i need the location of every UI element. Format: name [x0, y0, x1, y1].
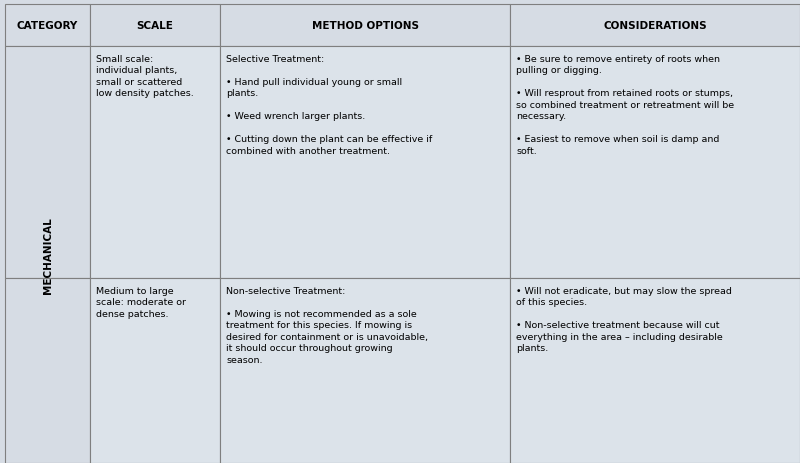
Text: METHOD OPTIONS: METHOD OPTIONS	[311, 21, 418, 31]
Bar	[510, 5, 800, 47]
Text: Non-selective Treatment:

• Mowing is not recommended as a sole
treatment for th: Non-selective Treatment: • Mowing is not…	[226, 287, 428, 364]
Bar	[90, 278, 220, 463]
Bar	[90, 47, 220, 278]
Text: Selective Treatment:

• Hand pull individual young or small
plants.

• Weed wren: Selective Treatment: • Hand pull individ…	[226, 55, 432, 155]
Text: CATEGORY: CATEGORY	[17, 21, 78, 31]
Text: • Will not eradicate, but may slow the spread
of this species.

• Non-selective : • Will not eradicate, but may slow the s…	[516, 287, 732, 352]
Bar	[5, 278, 90, 463]
Bar	[510, 47, 800, 278]
Text: Small scale:
individual plants,
small or scattered
low density patches.: Small scale: individual plants, small or…	[96, 55, 194, 98]
Bar	[5, 47, 90, 278]
Text: SCALE: SCALE	[137, 21, 174, 31]
Bar	[220, 5, 510, 47]
Bar	[90, 5, 220, 47]
Bar	[5, 5, 90, 47]
Bar	[510, 278, 800, 463]
Text: MECHANICAL: MECHANICAL	[42, 217, 53, 293]
Bar	[220, 278, 510, 463]
Text: CONSIDERATIONS: CONSIDERATIONS	[603, 21, 707, 31]
Text: • Be sure to remove entirety of roots when
pulling or digging.

• Will resprout : • Be sure to remove entirety of roots wh…	[516, 55, 734, 155]
Bar	[220, 47, 510, 278]
Text: Medium to large
scale: moderate or
dense patches.: Medium to large scale: moderate or dense…	[96, 287, 186, 318]
